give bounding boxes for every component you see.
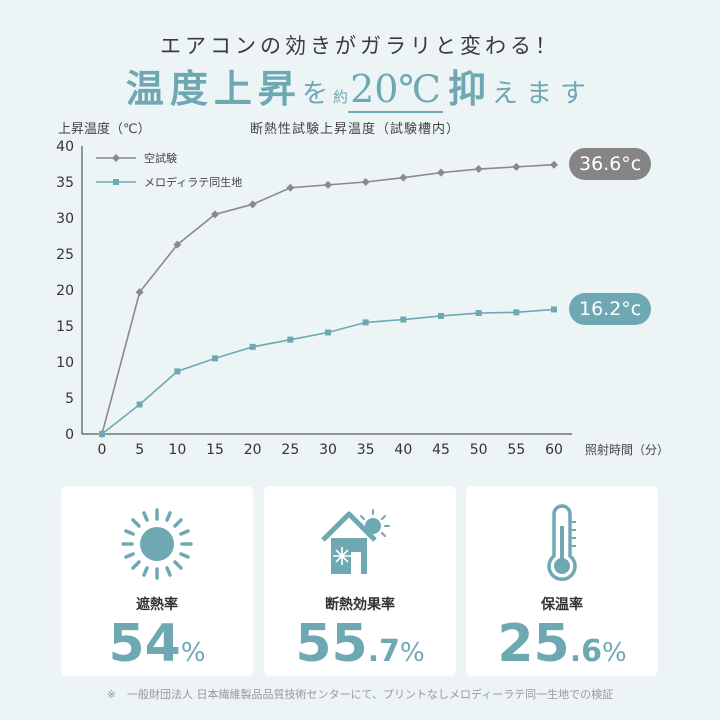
card-value: 54% xyxy=(108,614,206,674)
data-point xyxy=(361,178,370,186)
house-snow-icon xyxy=(321,509,390,574)
data-point xyxy=(248,200,257,209)
data-point xyxy=(287,336,294,343)
x-tick-label: 60 xyxy=(545,442,563,458)
card-label: 遮熱率 xyxy=(136,597,178,613)
data-point xyxy=(399,173,408,182)
legend-marker xyxy=(113,179,119,185)
data-point xyxy=(99,431,105,437)
data-point xyxy=(136,401,143,408)
data-point xyxy=(512,162,521,171)
card-insulation: 断熱効果率 55.7% xyxy=(264,486,456,676)
y-tick-label: 40 xyxy=(56,139,74,155)
legend-label: 空試験 xyxy=(144,151,177,165)
title-number: 20℃ xyxy=(348,67,443,113)
legend-marker xyxy=(112,154,120,162)
series-line xyxy=(101,163,555,435)
y-tick-label: 20 xyxy=(56,283,74,299)
y-tick-label: 35 xyxy=(56,175,74,191)
title-particle: を xyxy=(301,79,328,109)
card-heat-shield: 遮熱率 54% xyxy=(61,486,253,676)
thermometer-icon xyxy=(547,504,577,581)
card-value: 55.7% xyxy=(295,614,425,674)
data-point xyxy=(286,183,295,192)
title-main: 温度上昇 xyxy=(125,66,302,111)
data-point xyxy=(438,312,444,319)
data-point xyxy=(249,343,256,350)
x-axis-label: 照射時間（分） xyxy=(585,442,669,457)
card-label: 断熱効果率 xyxy=(325,597,395,613)
line-chart: 0 5 10 15 20 25 30 35 40 0 5 10 15 20 25 30 35 40 45 50 55 60… xyxy=(56,139,669,458)
y-tick-label: 15 xyxy=(56,319,74,335)
data-point xyxy=(474,165,483,174)
y-tick-label: 25 xyxy=(56,247,74,263)
data-point xyxy=(475,310,482,317)
title-end: えます xyxy=(492,79,595,109)
x-tick-label: 0 xyxy=(98,442,107,458)
data-point xyxy=(211,210,219,219)
data-point xyxy=(551,306,557,313)
headline: エアコンの効きがガラリと変わる！ xyxy=(160,34,560,58)
data-point xyxy=(212,355,218,362)
data-point xyxy=(173,240,182,249)
data-point xyxy=(437,168,445,177)
y-axis-label: 上昇温度（℃） xyxy=(58,122,151,137)
data-point xyxy=(550,160,558,169)
y-tick-label: 0 xyxy=(65,427,74,443)
legend-label: メロディラテ同生地 xyxy=(144,175,242,189)
x-tick-label: 30 xyxy=(319,442,337,458)
y-tick-label: 5 xyxy=(65,391,74,407)
data-point xyxy=(513,309,520,316)
x-tick-label: 45 xyxy=(432,442,450,458)
x-tick-label: 15 xyxy=(206,442,224,458)
data-point xyxy=(362,319,369,326)
chart-title: 断熱性試験上昇温度（試験槽内） xyxy=(250,122,461,137)
x-tick-label: 35 xyxy=(357,442,375,458)
end-label-blank-test: 36.6°c xyxy=(569,148,652,180)
x-tick-label: 5 xyxy=(135,442,144,458)
x-tick-label: 10 xyxy=(168,442,186,458)
footnote: ※ 一般財団法人 日本繊維製品品質技術センターにて、プリントなしメロディーラテ同… xyxy=(106,688,614,701)
data-point xyxy=(174,368,181,375)
y-tick-label: 30 xyxy=(56,211,74,227)
series-line xyxy=(101,308,555,435)
data-point xyxy=(324,180,332,189)
x-tick-label: 20 xyxy=(244,442,262,458)
x-tick-label: 55 xyxy=(507,442,525,458)
data-point xyxy=(135,288,144,297)
title-verb: 抑 xyxy=(448,66,493,111)
sun-icon xyxy=(121,508,193,580)
main-title: 温度上昇を 約20℃ 抑えます xyxy=(0,58,720,113)
x-tick-label: 50 xyxy=(470,442,488,458)
data-point xyxy=(325,329,331,336)
card-label: 保温率 xyxy=(541,597,583,613)
card-heat-retention: 保温率 25.6% xyxy=(466,486,658,676)
card-value: 25.6% xyxy=(497,614,627,674)
y-tick-label: 10 xyxy=(56,355,74,371)
end-label-melody-fabric: 16.2°c xyxy=(569,293,652,325)
x-tick-label: 25 xyxy=(281,442,299,458)
data-point xyxy=(400,316,407,323)
title-small: 約 xyxy=(333,88,349,106)
x-tick-label: 40 xyxy=(394,442,412,458)
